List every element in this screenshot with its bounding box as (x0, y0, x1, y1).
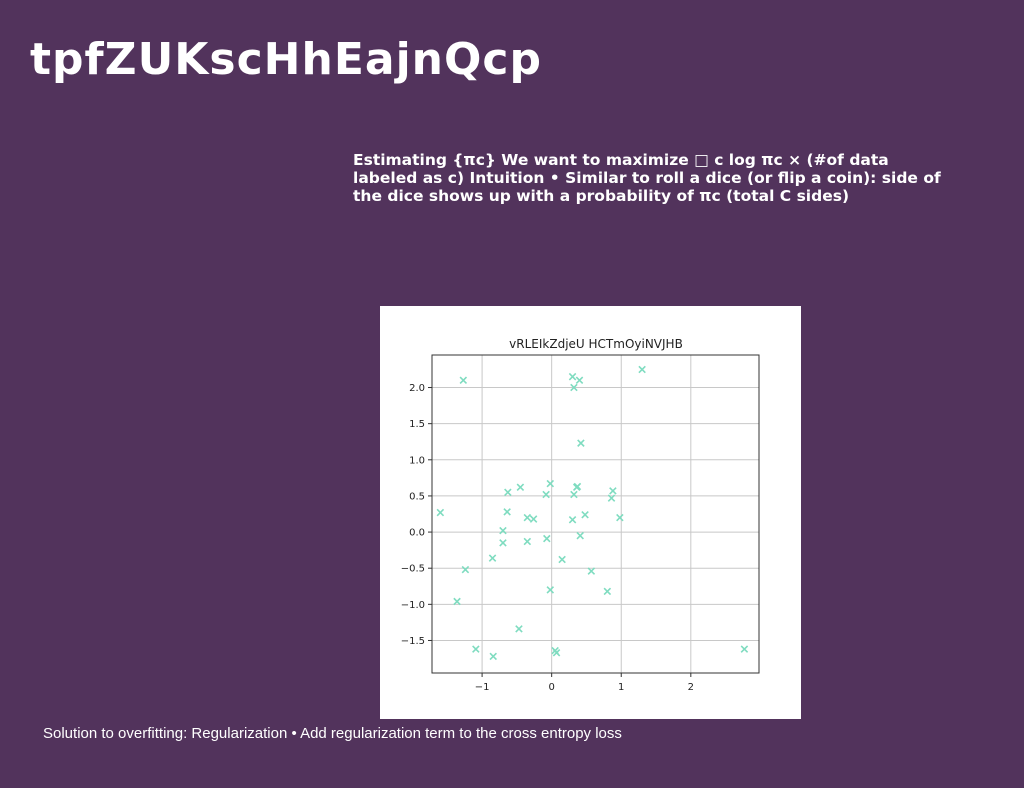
scatter-point (523, 513, 532, 522)
scatter-point (607, 494, 616, 502)
scatter-point (576, 531, 584, 540)
slide-footer-text: Solution to overfitting: Regularization … (43, 725, 622, 742)
slide-body-text: Estimating {πc} We want to maximize □ c … (353, 151, 941, 205)
x-tick-label: 0 (548, 682, 554, 693)
scatter-point (616, 513, 624, 522)
scatter-point (740, 645, 749, 653)
x-tick-label: 1 (618, 682, 624, 693)
scatter-point (504, 488, 512, 497)
scatter-point (568, 516, 577, 524)
scatter-point (609, 487, 617, 495)
scatter-point (577, 439, 585, 447)
y-tick-label: 0.5 (409, 491, 425, 502)
scatter-point (638, 365, 646, 374)
slide-title: tpfZUKscHhEajnQcp (30, 34, 542, 85)
scatter-point (436, 508, 445, 517)
scatter-point (503, 508, 511, 516)
scatter-point (587, 567, 596, 575)
scatter-point (570, 490, 578, 499)
scatter-point (568, 372, 577, 381)
chart-title: vRLEIkZdjeU HCTmOyiNVJHB (509, 337, 683, 351)
y-tick-label: −1.5 (401, 636, 425, 647)
scatter-point (516, 483, 525, 492)
scatter-point (570, 383, 578, 392)
scatter-point (546, 586, 555, 594)
scatter-point (488, 554, 497, 562)
scatter-point (461, 565, 470, 574)
scatter-point (543, 534, 551, 543)
plot-frame (431, 354, 760, 674)
scatter-point (546, 479, 555, 488)
scatter-point (453, 597, 461, 606)
scatter-point (558, 555, 566, 564)
x-tick-label: −1 (475, 682, 490, 693)
scatter-point (552, 648, 561, 657)
scatter-point (499, 539, 507, 547)
scatter-point (572, 483, 581, 492)
scatter-point (581, 510, 589, 519)
y-tick-label: −1.0 (401, 600, 425, 611)
y-tick-label: 2.0 (409, 383, 425, 394)
x-tick-label: 2 (688, 682, 694, 693)
scatter-figure: vRLEIkZdjeU HCTmOyiNVJHB −1 0 1 2 2.0 1.5 1.0 0… (380, 306, 801, 719)
scatter-point (575, 376, 584, 385)
scatter-point (542, 490, 550, 499)
scatter-point (523, 537, 532, 546)
chart-grid (432, 355, 759, 673)
chart-points (436, 365, 749, 661)
chart-ticks: −1 0 1 2 2.0 1.5 1.0 0.5 0.0 −0.5 −1.0 −1.5 (401, 383, 694, 693)
scatter-chart: vRLEIkZdjeU HCTmOyiNVJHB −1 0 1 2 2.0 1.5 1.0 0… (401, 337, 760, 693)
scatter-point (529, 515, 538, 523)
scatter-point (472, 645, 480, 653)
scatter-point (499, 526, 507, 535)
scatter-point (603, 587, 612, 596)
y-tick-label: 0.0 (409, 528, 425, 539)
y-tick-label: 1.0 (409, 455, 425, 466)
scatter-point (489, 652, 497, 661)
scatter-point (515, 625, 523, 633)
y-tick-label: 1.5 (409, 419, 425, 430)
y-tick-label: −0.5 (401, 564, 425, 575)
scatter-point (459, 376, 468, 385)
